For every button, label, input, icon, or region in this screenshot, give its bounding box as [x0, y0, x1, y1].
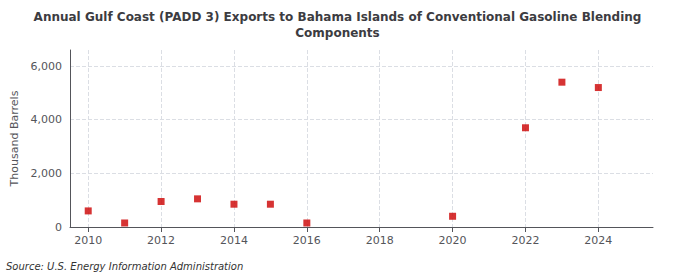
svg-text:Annual Gulf Coast (PADD 3) Exp: Annual Gulf Coast (PADD 3) Exports to Ba…	[34, 10, 642, 24]
svg-text:2010: 2010	[74, 234, 102, 247]
svg-text:2012: 2012	[147, 234, 175, 247]
svg-text:2024: 2024	[584, 234, 612, 247]
svg-text:4,000: 4,000	[31, 113, 63, 126]
svg-text:2022: 2022	[511, 234, 539, 247]
svg-text:2016: 2016	[293, 234, 321, 247]
svg-text:Source: U.S. Energy Informatio: Source: U.S. Energy Information Administ…	[6, 261, 243, 272]
svg-text:6,000: 6,000	[31, 60, 63, 73]
svg-text:2,000: 2,000	[31, 167, 63, 180]
svg-text:Thousand Barrels: Thousand Barrels	[8, 90, 21, 187]
svg-text:2014: 2014	[220, 234, 248, 247]
svg-text:0: 0	[55, 221, 62, 234]
svg-text:2020: 2020	[439, 234, 467, 247]
svg-text:Components: Components	[295, 26, 380, 40]
svg-text:2018: 2018	[366, 234, 394, 247]
